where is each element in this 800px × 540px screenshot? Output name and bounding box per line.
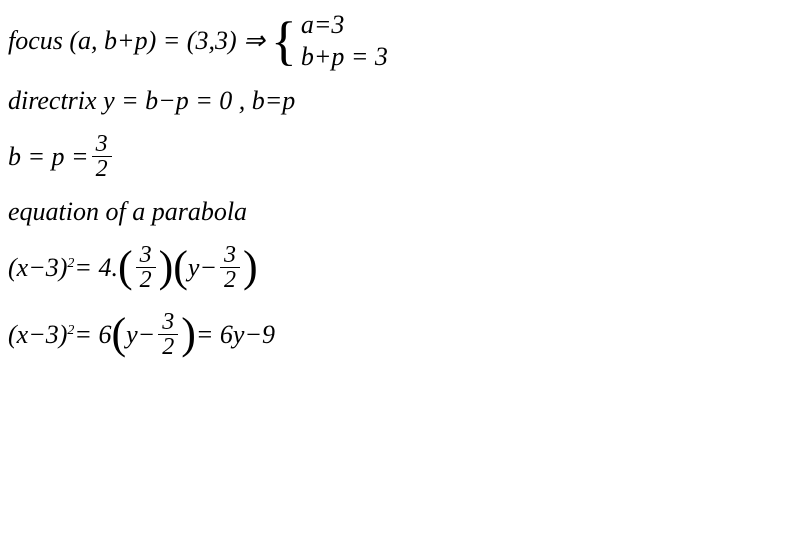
line-bp: b = p = 3 2 — [8, 132, 792, 181]
paren-open-1: ( — [118, 252, 133, 283]
eq2-lhs-base: (x−3) — [8, 322, 67, 348]
frac-den: 2 — [220, 267, 240, 292]
case-1: a=3 — [301, 12, 388, 38]
cases-brace: { a=3 b+p = 3 — [271, 12, 388, 70]
line-eq1: (x−3)2 = 4. ( 3 2 ) ( y− 3 2 ) — [8, 243, 792, 292]
paren-close-3: ) — [181, 319, 196, 350]
eq2-y-minus: y− — [126, 322, 155, 348]
focus-text: focus (a, b+p) = (3,3) ⇒ — [8, 28, 265, 54]
line-directrix: directrix y = b−p = 0 , b=p — [8, 88, 792, 114]
frac-3-2-d: 3 2 — [158, 310, 178, 359]
frac-den: 2 — [92, 156, 112, 181]
frac-num: 3 — [92, 132, 112, 156]
bp-text: b = p = — [8, 144, 89, 170]
frac-3-2-b: 3 2 — [136, 243, 156, 292]
eq1-exp: 2 — [67, 257, 74, 271]
line-focus: focus (a, b+p) = (3,3) ⇒ { a=3 b+p = 3 — [8, 12, 792, 70]
cases-content: a=3 b+p = 3 — [301, 12, 388, 70]
eq1-lhs-base: (x−3) — [8, 255, 67, 281]
frac-num: 3 — [136, 243, 156, 267]
paren-close-1: ) — [159, 252, 174, 283]
eq2-exp: 2 — [67, 324, 74, 338]
case-2: b+p = 3 — [301, 44, 388, 70]
eq1-y-minus: y− — [188, 255, 217, 281]
eq1-eq: = 4. — [74, 255, 118, 281]
frac-num: 3 — [220, 243, 240, 267]
equation-label: equation of a parabola — [8, 199, 247, 225]
directrix-text: directrix y = b−p = 0 , b=p — [8, 88, 295, 114]
brace-icon: { — [271, 17, 297, 66]
eq2-result: = 6y−9 — [196, 322, 275, 348]
frac-3-2-a: 3 2 — [92, 132, 112, 181]
frac-num: 3 — [158, 310, 178, 334]
line-eq2: (x−3)2 = 6 ( y− 3 2 ) = 6y−9 — [8, 310, 792, 359]
frac-3-2-c: 3 2 — [220, 243, 240, 292]
line-equation-label: equation of a parabola — [8, 199, 792, 225]
paren-open-2: ( — [173, 252, 188, 283]
paren-open-3: ( — [111, 319, 126, 350]
eq2-eq: = 6 — [74, 322, 111, 348]
frac-den: 2 — [158, 334, 178, 359]
frac-den: 2 — [136, 267, 156, 292]
paren-close-2: ) — [243, 252, 258, 283]
